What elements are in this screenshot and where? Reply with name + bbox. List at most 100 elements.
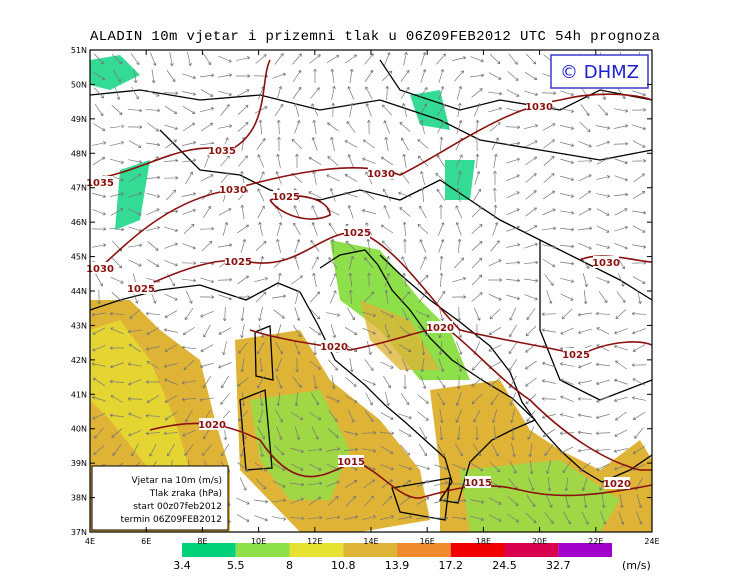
wind-arrow	[457, 306, 462, 322]
wind-arrow	[455, 392, 462, 406]
wind-arrow	[489, 308, 501, 320]
wind-arrow	[438, 307, 444, 322]
wind-arrow	[475, 153, 480, 169]
wind-arrow	[564, 494, 570, 509]
wind-arrow	[110, 158, 125, 164]
wind-arrow	[596, 208, 610, 216]
wind-arrow	[616, 87, 626, 100]
wind-arrow	[328, 257, 338, 269]
wind-arrow	[111, 53, 123, 65]
axes: 51N 50N 49N 48N 47N 46N 45N 44N 43N 42N 41N 40N 39N 3…	[71, 46, 660, 546]
wind-arrow	[258, 119, 263, 135]
wind-arrow	[632, 191, 646, 199]
wind-arrow	[401, 137, 409, 151]
wind-arrow	[613, 141, 629, 146]
wind-arrow	[309, 308, 321, 320]
wind-arrow	[560, 175, 575, 182]
wind-arrow	[490, 393, 500, 406]
wind-arrow	[507, 496, 519, 506]
wind-arrow	[92, 209, 106, 216]
wind-arrow	[164, 378, 178, 385]
wind-arrow	[508, 342, 518, 355]
wind-arrow	[146, 89, 160, 97]
shade	[250, 390, 350, 500]
wind-arrow	[490, 240, 500, 252]
wind-arrow	[292, 86, 302, 99]
wind-arrow	[92, 192, 106, 199]
wind-arrow	[308, 411, 322, 421]
wind-arrow	[631, 363, 647, 367]
wind-arrow	[110, 395, 124, 403]
isobar-label: 1020	[426, 323, 454, 334]
lat-label: 44N	[71, 287, 87, 296]
wind-arrow	[309, 326, 322, 336]
wind-arrow	[456, 324, 462, 339]
wind-arrow	[419, 426, 427, 440]
wind-arrow	[272, 498, 287, 503]
isobar-label: 1015	[464, 478, 492, 489]
wind-arrow	[276, 392, 281, 407]
wind-arrow	[274, 53, 284, 65]
wind-arrow	[128, 243, 143, 248]
wind-arrow	[524, 278, 539, 283]
wind-arrow	[596, 463, 610, 471]
wind-arrow	[257, 375, 265, 389]
wind-arrow	[182, 429, 196, 437]
wind-arrow	[294, 341, 301, 355]
wind-arrow	[255, 478, 267, 490]
lat-label: 42N	[71, 356, 87, 365]
wind-arrow	[362, 448, 377, 453]
wind-arrow	[544, 444, 554, 456]
wind-arrow	[541, 414, 556, 419]
wind-arrow	[524, 225, 538, 233]
info-line: termin 06Z09FEB2012	[121, 515, 222, 525]
coastline	[89, 249, 537, 504]
wind-arrow	[596, 225, 610, 233]
wind-arrow	[436, 376, 446, 389]
wind-arrow	[273, 309, 285, 319]
wind-arrow	[344, 174, 358, 182]
wind-arrow	[256, 138, 266, 150]
wind-arrow	[94, 53, 105, 65]
wind-arrow	[595, 362, 611, 367]
wind-arrow	[524, 242, 538, 249]
wind-arrow	[471, 393, 483, 405]
wind-arrow	[438, 358, 445, 372]
wind-arrow	[543, 155, 555, 166]
lat-label: 46N	[71, 218, 87, 227]
wind-arrow	[398, 344, 412, 352]
wind-arrow	[542, 361, 556, 368]
wind-arrow	[349, 358, 354, 373]
wind-arrow	[438, 86, 445, 100]
lon-label: 20E	[532, 537, 547, 546]
wind-arrow	[381, 495, 393, 507]
wind-arrow	[113, 69, 122, 83]
wind-arrow	[272, 72, 286, 79]
wind-arrow	[470, 515, 484, 522]
border	[159, 129, 653, 301]
wind-arrow	[614, 175, 628, 182]
wind-arrow	[614, 208, 628, 216]
wind-arrow	[457, 238, 462, 253]
wind-arrow	[560, 210, 575, 215]
wind-arrow	[218, 124, 233, 129]
wind-arrow	[184, 444, 194, 456]
corsica	[254, 325, 274, 381]
wind-arrow	[164, 293, 178, 301]
wind-arrow	[167, 443, 175, 457]
wind-arrow	[258, 409, 264, 424]
wind-arrow	[577, 430, 592, 435]
info-text: Vjetar na 10m (m/s) Tlak zraka (hPa) start…	[121, 476, 222, 525]
wind-arrow	[361, 209, 376, 215]
wind-arrow	[257, 341, 265, 355]
wind-arrow	[366, 238, 371, 253]
wind-arrow	[110, 141, 125, 147]
wind-arrow	[311, 205, 319, 219]
wind-arrow	[110, 124, 125, 129]
wind-arrow	[114, 86, 121, 100]
wind-arrow	[164, 260, 178, 267]
wind-arrow	[436, 53, 447, 65]
wind-arrow	[524, 90, 538, 97]
wind-arrow	[400, 69, 410, 82]
info-line: Vjetar na 10m (m/s)	[132, 476, 222, 486]
